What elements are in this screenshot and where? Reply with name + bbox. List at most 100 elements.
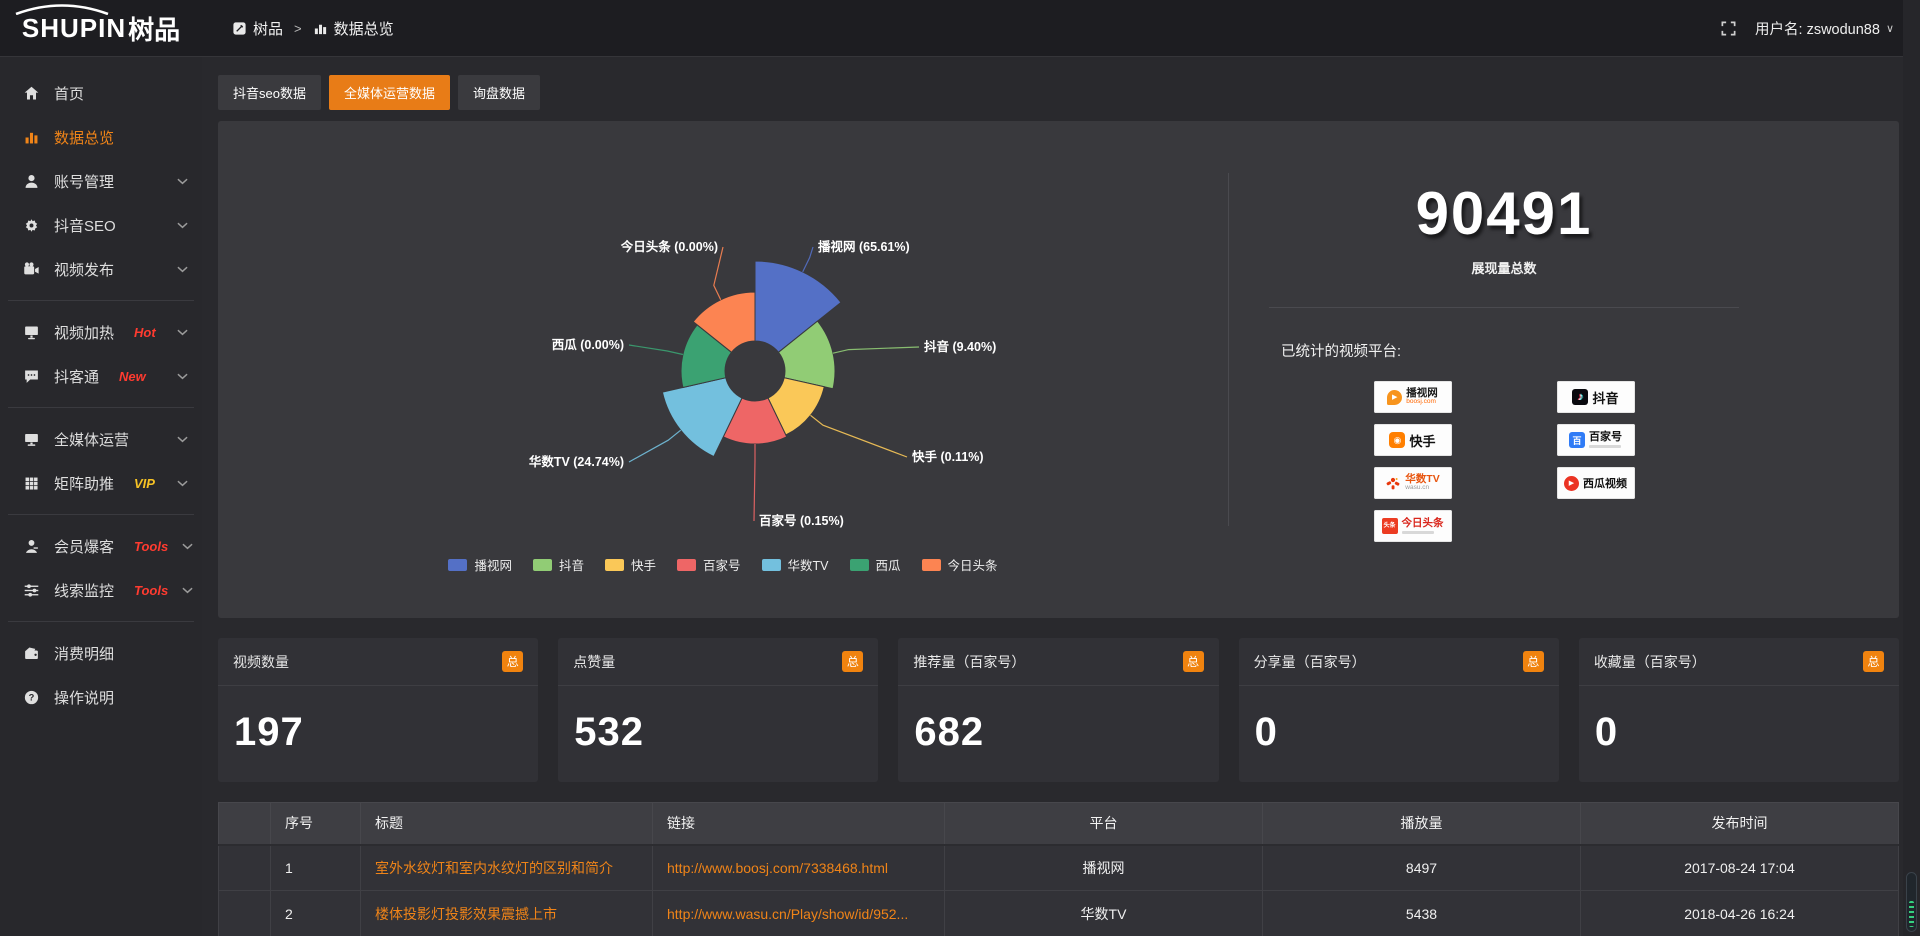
grid-icon <box>22 474 40 492</box>
sidebar-item-0[interactable]: 首页 <box>0 71 202 115</box>
boosj-logo-icon: ▶ <box>1387 389 1403 405</box>
platform-chip-华数TV: 华数TV wasu.cn <box>1373 467 1452 499</box>
col-index: 序号 <box>270 802 361 846</box>
sidebar-item-2[interactable]: 账号管理 <box>0 159 202 203</box>
sidebar-item-6[interactable]: 抖客通 New <box>0 354 202 398</box>
sidebar-item-11[interactable]: 消费明细 <box>0 631 202 675</box>
legend-item-抖音[interactable]: 抖音 <box>532 555 584 574</box>
baijiahao-logo-icon: 百 <box>1569 432 1585 448</box>
app-logo: SHUPIN 树品 <box>0 3 202 47</box>
pie-label-抖音: 抖音 (9.40%) <box>924 339 996 354</box>
legend-item-百家号[interactable]: 百家号 <box>677 555 741 574</box>
legend-item-今日头条[interactable]: 今日头条 <box>921 555 998 574</box>
platform-name: 播视网 <box>1406 387 1438 400</box>
sidebar-item-7[interactable]: 全媒体运营 <box>0 417 202 461</box>
stat-card-0: 视频数量 总 197 <box>218 638 539 782</box>
tab-2[interactable]: 询盘数据 <box>457 75 540 110</box>
row-checkbox-cell <box>218 890 271 936</box>
pie-slice-今日头条[interactable] <box>692 291 756 354</box>
legend-item-华数TV[interactable]: 华数TV <box>761 555 829 574</box>
cell-platform: 播视网 <box>944 844 1263 891</box>
tab-1[interactable]: 全媒体运营数据 <box>328 75 450 110</box>
wallet-icon <box>22 644 40 662</box>
topbar-right: 用户名: zswodun88 ∨ <box>1720 18 1894 39</box>
fullscreen-icon[interactable] <box>1720 20 1737 37</box>
breadcrumb-current[interactable]: 数据总览 <box>313 18 394 39</box>
username-label: 用户名: zswodun88 <box>1755 21 1880 38</box>
sidebar-item-label: 首页 <box>54 85 85 103</box>
pie-slice-西瓜[interactable] <box>680 324 733 389</box>
logo-text-cn: 树品 <box>128 14 181 45</box>
stat-card-header: 分享量（百家号） 总 <box>1238 638 1559 686</box>
legend-label: 华数TV <box>787 559 829 573</box>
tab-0[interactable]: 抖音seo数据 <box>218 75 321 110</box>
chevron-down-icon <box>177 266 188 273</box>
sidebar-item-10[interactable]: 线索监控 Tools <box>0 568 202 612</box>
label-leader-line <box>802 246 814 273</box>
pie-slice-快手[interactable] <box>767 377 825 436</box>
platform-sub: wasu.cn <box>1405 484 1430 492</box>
pie-slice-华数TV[interactable] <box>661 377 743 458</box>
platform-rose-chart: 播视网 (65.61%) 抖音 (9.40%) 快手 (0.11%) 百家号 (0.1… <box>218 121 1228 618</box>
sidebar-item-4[interactable]: 视频发布 <box>0 247 202 291</box>
platform-cell: ♪ 抖音 <box>1504 381 1687 413</box>
stat-card-value: 682 <box>914 710 985 754</box>
video-title-link[interactable]: 室外水纹灯和室内水纹灯的区别和简介 <box>375 859 613 876</box>
chevron-down-icon <box>177 329 188 336</box>
stat-card-2: 推荐量（百家号） 总 682 <box>898 638 1219 782</box>
stat-cards-row: 视频数量总 197 点赞量总 532 推荐量（百家号）总 682 分享量（百家号）总 0 收藏量… <box>218 638 1900 782</box>
table-row: 1 室外水纹灯和室内水纹灯的区别和简介 http://www.boosj.com/7… <box>218 844 1899 891</box>
legend-item-快手[interactable]: 快手 <box>604 555 656 574</box>
cell-plays: 5438 <box>1262 890 1581 936</box>
pie-slice-百家号[interactable] <box>722 397 788 445</box>
sidebar-divider <box>8 407 194 408</box>
pie-slice-播视网[interactable] <box>754 260 842 354</box>
chevron-down-icon <box>177 480 188 487</box>
label-leader-line <box>628 429 682 463</box>
legend-item-西瓜[interactable]: 西瓜 <box>849 555 901 574</box>
platform-cell: ▶ 西瓜视频 <box>1504 467 1687 499</box>
platforms-grid: ▶ 播视网 boosj.com ♪ 抖音 ◉ 快手百百家号 华数TV wasu.cn ▶ 西瓜视频头… <box>1269 381 1739 542</box>
breadcrumb-current-label: 数据总览 <box>333 20 394 38</box>
sidebar-item-5[interactable]: 视频加热 Hot <box>0 310 202 354</box>
sidebar-item-1[interactable]: 数据总览 <box>0 115 202 159</box>
chevron-down-icon <box>182 587 193 594</box>
username-dropdown[interactable]: 用户名: zswodun88 ∨ <box>1755 18 1894 39</box>
breadcrumb-root[interactable]: 树品 <box>232 18 283 39</box>
cell-time: 2017-08-24 17:04 <box>1580 844 1899 891</box>
sidebar-item-3[interactable]: 抖音SEO <box>0 203 202 247</box>
sidebar-item-label: 线索监控 <box>54 582 115 600</box>
video-url-link[interactable]: http://www.boosj.com/7338468.html <box>667 859 889 876</box>
stat-card-title: 分享量（百家号） <box>1253 653 1366 670</box>
sidebar-divider <box>8 300 194 301</box>
sidebar-item-label: 全媒体运营 <box>54 431 130 449</box>
pie-label-播视网: 播视网 (65.61%) <box>818 239 910 254</box>
svg-text:?: ? <box>28 692 34 702</box>
bar-chart-icon <box>314 24 326 34</box>
sidebar-item-label: 会员爆客 <box>54 538 115 556</box>
pie-label-今日头条: 今日头条 (0.00%) <box>620 239 718 254</box>
impressions-total-value: 90491 <box>1415 180 1593 247</box>
label-leader-line <box>810 414 908 458</box>
sidebar-item-12[interactable]: ? 操作说明 <box>0 675 202 719</box>
scrollbar-thumb[interactable] <box>1906 872 1917 932</box>
video-url-link[interactable]: http://www.wasu.cn/Play/show/id/952... <box>667 905 909 922</box>
platform-cell: ▶ 播视网 boosj.com <box>1321 381 1504 413</box>
cell-index: 2 <box>270 890 361 936</box>
person-icon <box>22 537 40 555</box>
sidebar-item-9[interactable]: 会员爆客 Tools <box>0 524 202 568</box>
sidebar-item-label: 视频加热 <box>54 324 115 342</box>
legend-swatch <box>921 558 941 571</box>
home-icon <box>22 84 40 102</box>
platform-name: 西瓜视频 <box>1583 478 1627 490</box>
stat-card-3: 分享量（百家号） 总 0 <box>1238 638 1559 782</box>
legend-item-播视网[interactable]: 播视网 <box>448 555 512 574</box>
logo-arc-icon <box>15 3 109 15</box>
sidebar-item-label: 操作说明 <box>54 689 115 707</box>
stat-card-title: 收藏量（百家号） <box>1593 653 1706 670</box>
pie-slice-抖音[interactable] <box>777 320 836 390</box>
logo-text-en: SHUPIN <box>21 12 127 43</box>
sidebar-item-badge: Hot <box>134 324 156 340</box>
sidebar-item-8[interactable]: 矩阵助推 VIP <box>0 461 202 505</box>
video-title-link[interactable]: 楼体投影灯投影效果震撼上市 <box>375 905 557 922</box>
